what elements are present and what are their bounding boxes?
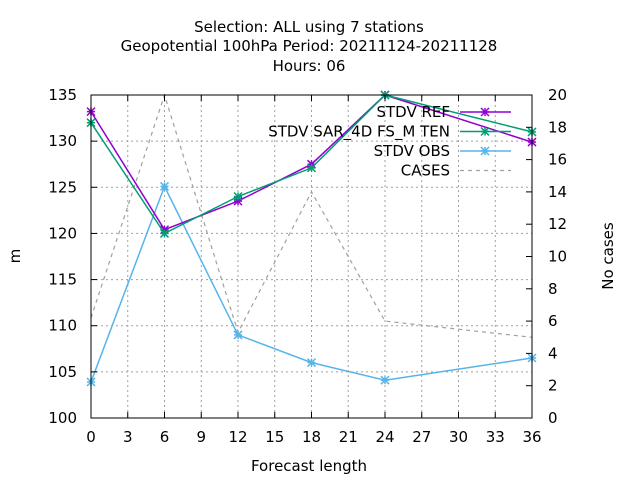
data-point [306, 163, 317, 173]
x-tick-label: 27 [412, 428, 431, 446]
tick-layer: 0 3 6 9 12 15 18 21 24 27 30 33 36100105110115120125… [48, 86, 567, 446]
y-axis-label: m [6, 249, 24, 264]
y2-tick-label: 8 [548, 280, 558, 298]
chart-title-line-3: Hours: 06 [273, 57, 346, 75]
data-point [480, 107, 490, 117]
y-tick-label: 115 [48, 271, 77, 289]
series-line [90, 93, 533, 338]
x-tick-label: 3 [123, 428, 133, 446]
y2-tick-label: 18 [548, 118, 567, 136]
legend-label: CASES [401, 162, 450, 180]
legend-label: STDV OBS [374, 142, 450, 160]
y2-tick-label: 4 [548, 344, 558, 362]
data-point [380, 375, 390, 385]
x-tick-label: 12 [228, 428, 247, 446]
chart-title-line-2: Geopotential 100hPa Period: 20211124-202… [121, 37, 498, 55]
y-tick-label: 120 [48, 224, 77, 242]
y2-tick-label: 20 [548, 86, 567, 104]
x-tick-label: 24 [375, 428, 394, 446]
series-line [90, 184, 533, 383]
data-point [159, 228, 170, 238]
x-axis-label: Forecast length [251, 457, 367, 475]
series-3 [90, 93, 533, 338]
x-tick-label: 6 [160, 428, 170, 446]
y-tick-label: 125 [48, 178, 77, 196]
grid-layer [91, 95, 532, 418]
data-point [233, 191, 243, 202]
y2-tick-label: 14 [548, 183, 567, 201]
data-point [233, 330, 243, 340]
y2-tick-label: 10 [548, 248, 567, 266]
x-tick-label: 0 [86, 428, 96, 446]
data-point [159, 181, 170, 191]
y-tick-label: 105 [48, 363, 77, 381]
y-tick-label: 100 [48, 409, 77, 427]
data-point [306, 358, 317, 368]
y2-tick-label: 0 [548, 409, 558, 427]
x-tick-label: 36 [522, 428, 541, 446]
y-tick-label: 130 [48, 132, 77, 150]
x-tick-label: 18 [302, 428, 321, 446]
x-tick-label: 9 [196, 428, 206, 446]
x-tick-label: 30 [449, 428, 468, 446]
y2-tick-label: 16 [548, 151, 567, 169]
series-line [90, 94, 533, 235]
y2-tick-label: 6 [548, 312, 558, 330]
data-point [480, 146, 490, 156]
y2-axis-label: No cases [599, 222, 617, 290]
series-layer [86, 90, 537, 387]
x-tick-label: 15 [265, 428, 284, 446]
chart-title-line-1: Selection: ALL using 7 stations [194, 18, 424, 36]
legend-label: STDV REF [376, 103, 450, 121]
y-tick-label: 135 [48, 86, 77, 104]
legend-label: STDV SAR_4D FS_M TEN [268, 123, 450, 142]
y2-tick-label: 2 [548, 377, 558, 395]
data-point [480, 126, 490, 137]
y-tick-label: 110 [48, 317, 77, 335]
x-tick-label: 21 [339, 428, 358, 446]
x-tick-label: 33 [486, 428, 505, 446]
y2-tick-label: 12 [548, 215, 567, 233]
